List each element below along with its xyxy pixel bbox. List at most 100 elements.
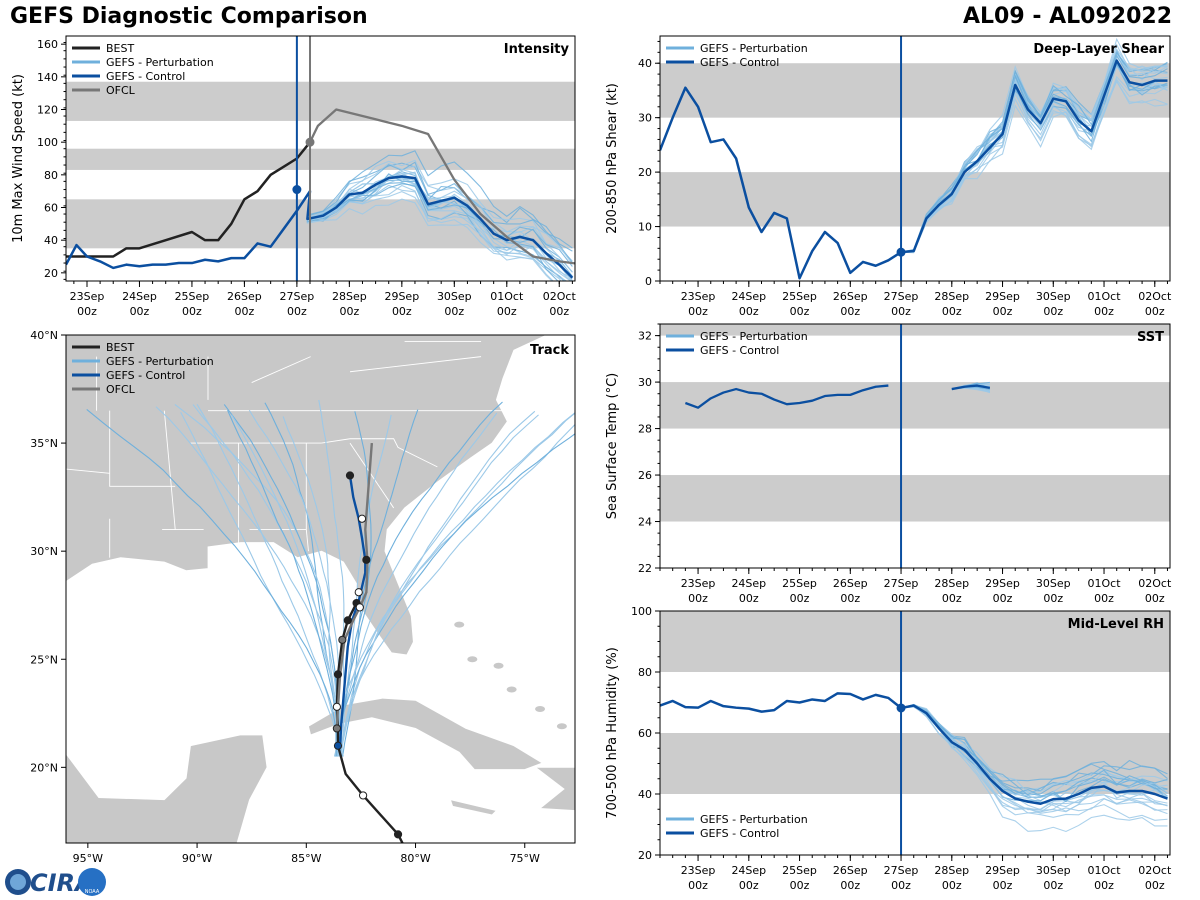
x-tick-label: 02Oct [543,290,577,303]
state-border [321,438,438,468]
x-tick-label: 27Sep [884,290,919,303]
state-border [66,468,110,474]
perturbation-track [338,414,539,757]
x-tick-label: 28Sep [934,577,969,590]
chart-shear: 0 10 20 30 40 200-850 hPa Shear (kt) 23Sep 00z 2… [605,35,1172,318]
y-tick-label: 40 [638,57,652,70]
x-tick-label: 02Oct [1138,290,1172,303]
x-tick-label: 23Sep [681,864,716,877]
panel-title: Track [530,343,569,358]
x-tick-label: 02Oct [1138,864,1172,877]
state-border [349,356,482,373]
init-marker [292,185,302,195]
series-line-gefs-control [684,384,889,409]
x-tick-sublabel: 00z [1043,879,1063,892]
perturbation-line [900,705,1168,833]
land-bahamas [506,686,517,693]
x-tick-sublabel: 00z [790,305,810,318]
perturbation-line [296,184,568,281]
x-tick-label: 24Sep [731,290,766,303]
state-border [349,442,395,509]
perturbation-line [296,189,554,281]
plot-area [660,324,1170,522]
x-tick-sublabel: 00z [993,879,1013,892]
globe-inner-icon [10,874,26,890]
legend-entry: GEFS - Perturbation [700,42,808,55]
x-tick-sublabel: 00z [688,879,708,892]
land-yucatan [66,734,268,843]
x-tick-sublabel: 00z [1145,592,1165,605]
track-position-marker [355,603,364,612]
x-tick-label: 02Oct [1138,577,1172,590]
legend-entry: OFCL [106,383,136,396]
perturbation-line [900,65,1168,253]
x-tick-sublabel: 00z [891,879,911,892]
x-tick-sublabel: 00z [182,305,202,318]
perturbation-track [282,416,337,757]
legend-entry: GEFS - Control [700,56,779,69]
x-tick-label: 28Sep [934,864,969,877]
legend-entry: OFCL [106,84,136,97]
x-tick-label: 30Sep [1036,864,1071,877]
lat-tick-label: 40°N [30,329,58,342]
land-bahamas [493,662,504,669]
track-position-marker [332,724,341,733]
y-tick-label: 20 [44,267,58,280]
y-tick-label: 10 [638,221,652,234]
x-tick-label: 27Sep [280,290,315,303]
noaa-text: NOAA [85,889,100,895]
x-tick-sublabel: 00z [339,305,359,318]
x-tick-label: 30Sep [1036,290,1071,303]
init-marker [896,703,906,713]
y-axis-label: Sea Surface Temp (°C) [605,373,620,520]
lat-tick-label: 20°N [30,761,58,774]
shaded-band [660,475,1170,522]
x-tick-sublabel: 00z [549,305,569,318]
x-tick-label: 26Sep [227,290,262,303]
cira-logo: CIRA NOAA [5,868,106,897]
y-tick-label: 40 [44,234,58,247]
x-tick-label: 01Oct [490,290,524,303]
x-tick-sublabel: 00z [993,592,1013,605]
perturbation-track [86,409,338,757]
track-position-marker [343,616,352,625]
x-tick-label: 25Sep [782,864,817,877]
panel-title: Intensity [504,42,570,57]
x-tick-label: 26Sep [833,864,868,877]
perturbation-line [900,43,1168,253]
legend-entry: GEFS - Perturbation [700,330,808,343]
x-tick-label: 30Sep [1036,577,1071,590]
legend-entry: GEFS - Control [106,70,185,83]
x-tick-sublabel: 00z [444,305,464,318]
lat-tick-label: 30°N [30,545,58,558]
y-tick-label: 20 [638,166,652,179]
y-tick-label: 40 [638,788,652,801]
noaa-icon [78,868,106,896]
y-tick-label: 26 [638,469,652,482]
x-tick-sublabel: 00z [1043,592,1063,605]
perturbation-line [900,705,1168,811]
track-position-marker [362,555,371,564]
chart-track: 95°W 90°W 85°W 80°W 75°W 20°N 25°N 30°N 35°N 40°N… [30,329,576,865]
x-tick-label: 01Oct [1088,864,1122,877]
x-tick-label: 28Sep [934,290,969,303]
series-line-ofcl [308,108,575,265]
x-tick-sublabel: 00z [840,305,860,318]
y-axis-label: 10m Max Wind Speed (kt) [11,74,26,243]
map-area [66,335,575,843]
track-position-marker [338,635,347,644]
chart-sst: 22 24 26 28 30 32 Sea Surface Temp (°C) 23Sep 00… [605,323,1172,605]
x-tick-sublabel: 00z [77,305,97,318]
x-tick-label: 25Sep [782,577,817,590]
x-tick-sublabel: 00z [840,879,860,892]
land-jamaica [449,799,498,816]
x-tick-sublabel: 00z [1043,305,1063,318]
y-tick-label: 160 [37,38,58,51]
x-tick-sublabel: 00z [1145,305,1165,318]
x-tick-sublabel: 00z [287,305,307,318]
series-line-best [66,141,311,258]
init-marker [896,247,906,257]
y-tick-label: 28 [638,423,652,436]
x-tick-label: 29Sep [985,864,1020,877]
x-tick-sublabel: 00z [235,305,255,318]
